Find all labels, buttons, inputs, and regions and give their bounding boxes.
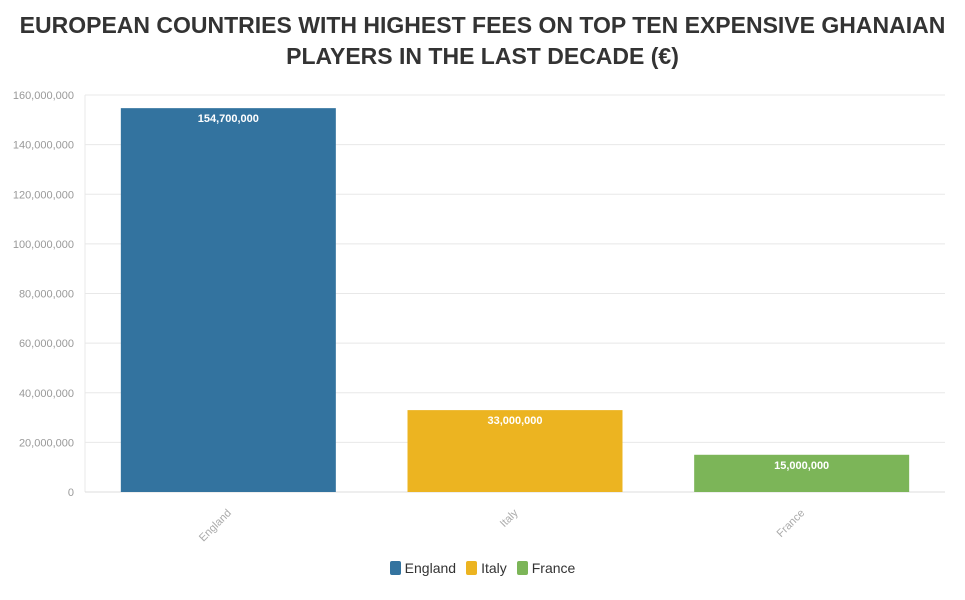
x-tick-label: France <box>775 507 808 540</box>
y-tick-label: 140,000,000 <box>13 140 74 152</box>
legend-swatch <box>389 561 401 575</box>
y-tick-label: 100,000,000 <box>13 239 74 251</box>
bar-england <box>120 108 336 492</box>
data-label: 33,000,000 <box>487 415 542 427</box>
legend-swatch <box>516 561 528 575</box>
bar-italy <box>407 410 623 492</box>
y-tick-label: 0 <box>68 487 74 499</box>
legend-label: France <box>531 560 576 576</box>
legend-label: Italy <box>481 560 507 576</box>
data-label: 154,700,000 <box>198 113 259 125</box>
legend-item-france[interactable]: France <box>516 560 576 576</box>
y-tick-label: 40,000,000 <box>19 388 74 400</box>
legend-item-italy[interactable]: Italy <box>466 560 507 576</box>
legend-label: England <box>404 560 457 576</box>
y-tick-label: 80,000,000 <box>19 289 74 301</box>
y-tick-label: 160,000,000 <box>13 90 74 102</box>
data-label: 15,000,000 <box>774 460 829 472</box>
x-tick-label: Italy <box>498 507 521 530</box>
chart-title: EUROPEAN COUNTRIES WITH HIGHEST FEES ON … <box>19 12 946 69</box>
y-tick-label: 120,000,000 <box>13 189 74 201</box>
legend-swatch <box>466 561 478 575</box>
bar-france <box>694 454 910 492</box>
y-tick-label: 60,000,000 <box>19 338 74 350</box>
legend: England Italy France <box>0 560 965 576</box>
y-tick-label: 20,000,000 <box>19 437 74 449</box>
x-tick-label: England <box>197 507 234 544</box>
legend-item-england[interactable]: England <box>389 560 457 576</box>
